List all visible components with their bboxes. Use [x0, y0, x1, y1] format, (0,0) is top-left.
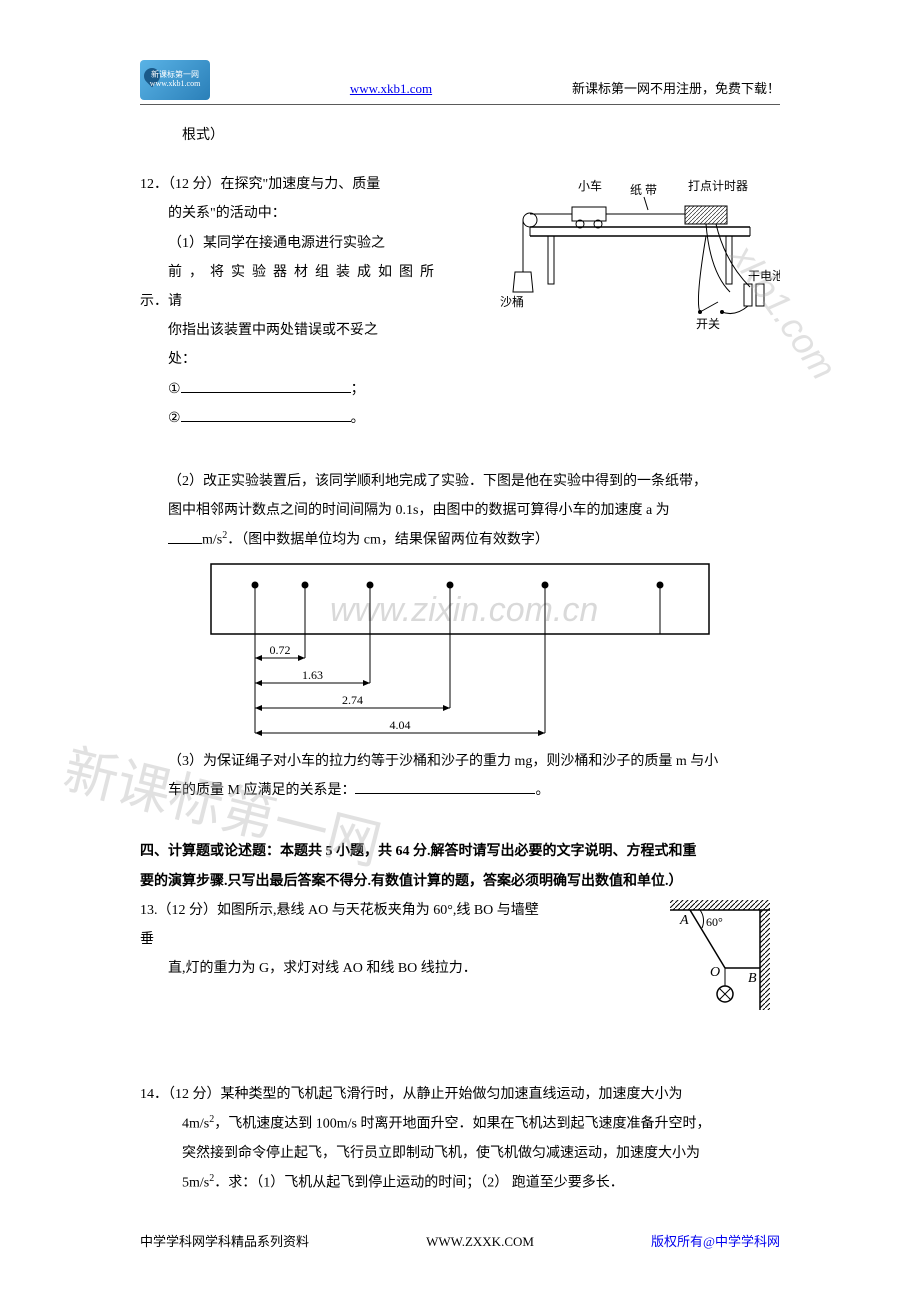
logo: 新课标第一网 www.xkb1.com — [140, 60, 210, 100]
q13-block: 60° A B O 13.（12 分）如图所示,悬线 AO 与天花板夹角为 60… — [140, 898, 780, 1018]
section4-title-l2: 要的演算步骤.只写出最后答案不得分.有数值计算的题，答案必须明确写出数值和单位.… — [140, 869, 780, 894]
q12-p2-l3c: ．（图中数据单位均为 cm，结果保留两位有效数字） — [227, 533, 549, 548]
t: 验 — [252, 265, 273, 280]
angle-wall-diagram: 60° A B O — [660, 898, 780, 1018]
q12-p3-l2-text: 车的质量 M 应满足的关系是： — [168, 783, 355, 798]
q14-l2: 4m/s2，飞机速度达到 100m/s 时离开地面升空．如果在飞机达到起飞速度准… — [182, 1111, 780, 1137]
t: 5m/s — [182, 1176, 209, 1191]
q12-l9: ②。 — [168, 406, 780, 431]
svg-text:O: O — [710, 965, 720, 980]
t: ，飞机速度达到 100m/s 时离开地面升空．如果在飞机达到起飞速度准备升空时， — [214, 1117, 710, 1132]
period2: 。 — [535, 783, 549, 798]
circled-1: ① — [168, 382, 181, 397]
q12-p2-l1: （2）改正实验装置后，该同学顺利地完成了实验．下图是他在实验中得到的一条纸带， — [168, 469, 780, 494]
logo-text-bottom: www.xkb1.com — [150, 80, 201, 89]
semicolon: ； — [351, 382, 365, 397]
q12-p3-l2: 车的质量 M 应满足的关系是： 。 — [168, 778, 780, 803]
header-link[interactable]: www.xkb1.com — [350, 77, 432, 100]
page-header: 新课标第一网 www.xkb1.com www.xkb1.com 新课标第一网不… — [140, 60, 780, 105]
q14-l4: 5m/s2．求：（1）飞机从起飞到停止运动的时间；（2） 跑道至少要多长． — [182, 1170, 780, 1196]
q12-p2-l3: m/s2．（图中数据单位均为 cm，结果保留两位有效数字） — [168, 527, 780, 553]
q12-l7: 处： — [168, 347, 780, 372]
footer-right: 版权所有@中学学科网 — [651, 1230, 780, 1253]
t: 如 — [378, 265, 399, 280]
t: ， — [189, 265, 210, 280]
footer-left: 中学学科网学科精品系列资料 — [140, 1230, 309, 1253]
svg-text:2.74: 2.74 — [342, 693, 363, 707]
paper-tape-diagram: www.zixin.com.cn 0.721.632.744.04 — [210, 563, 710, 743]
svg-text:4.04: 4.04 — [390, 718, 411, 732]
svg-text:1.63: 1.63 — [302, 668, 323, 682]
svg-text:A: A — [679, 913, 689, 928]
section4-title-l1: 四、计算题或论述题：本题共 5 小题，共 64 分.解答时请写出必要的文字说明、… — [140, 839, 780, 864]
t: 所 — [420, 265, 441, 280]
label-bucket: 沙桶 — [500, 294, 524, 309]
q12-p3-l1: （3）为保证绳子对小车的拉力约等于沙桶和沙子的重力 mg，则沙桶和沙子的质量 m… — [168, 749, 780, 774]
t: 将 — [210, 265, 231, 280]
q12-l8: ①； — [168, 377, 780, 402]
svg-text:B: B — [748, 971, 757, 986]
blank-relation[interactable] — [355, 780, 535, 794]
footer-center: WWW.ZXXK.COM — [426, 1230, 534, 1253]
blank-accel[interactable] — [168, 530, 202, 544]
t: 组 — [315, 265, 336, 280]
circled-2: ② — [168, 411, 181, 426]
period: 。 — [351, 411, 365, 426]
label-timer: 打点计时器 — [688, 179, 748, 193]
q14-l1: 14．（12 分）某种类型的飞机起飞滑行时，从静止开始做匀加速直线运动，加速度大… — [140, 1082, 780, 1107]
t: 器 — [273, 265, 294, 280]
t: 4m/s — [182, 1117, 209, 1132]
t: 成 — [357, 265, 378, 280]
label-battery: 干电池 — [748, 269, 780, 283]
page-footer: 中学学科网学科精品系列资料 WWW.ZXXK.COM 版权所有@中学学科网 — [140, 1230, 780, 1253]
q14-l3: 突然接到命令停止起飞，飞行员立即制动飞机，使飞机做匀减速运动，加速度大小为 — [182, 1141, 780, 1166]
svg-text:0.72: 0.72 — [270, 643, 291, 657]
label-switch: 开关 — [696, 317, 720, 331]
label-cart: 小车 — [578, 178, 602, 193]
experiment-apparatus-diagram: 小车 纸 带 打点计时器 沙桶 干电池 — [500, 172, 780, 342]
prev-line: 根式） — [182, 123, 780, 148]
unit: m/s — [202, 533, 222, 548]
label-tape: 纸 带 — [630, 183, 657, 197]
blank-2[interactable] — [181, 408, 351, 422]
t: 装 — [336, 265, 357, 280]
t: 材 — [294, 265, 315, 280]
q12-p2-l2: 图中相邻两计数点之间的时间间隔为 0.1s，由图中的数据可算得小车的加速度 a … — [168, 498, 780, 523]
t: 图 — [399, 265, 420, 280]
t: 实 — [231, 265, 252, 280]
svg-text:60°: 60° — [706, 915, 723, 929]
t: 前 — [168, 265, 189, 280]
blank-1[interactable] — [181, 379, 351, 393]
header-right-text: 新课标第一网不用注册，免费下载！ — [572, 77, 780, 100]
t: ．求：（1）飞机从起飞到停止运动的时间；（2） 跑道至少要多长． — [214, 1176, 624, 1191]
q12-block: 小车 纸 带 打点计时器 沙桶 干电池 — [140, 172, 780, 435]
